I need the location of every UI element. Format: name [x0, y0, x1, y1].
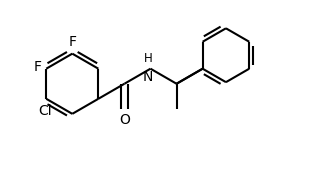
Text: O: O	[119, 113, 130, 127]
Text: F: F	[68, 35, 76, 49]
Text: H: H	[144, 52, 152, 65]
Text: F: F	[33, 60, 42, 74]
Text: Cl: Cl	[38, 104, 52, 118]
Text: N: N	[143, 70, 153, 84]
